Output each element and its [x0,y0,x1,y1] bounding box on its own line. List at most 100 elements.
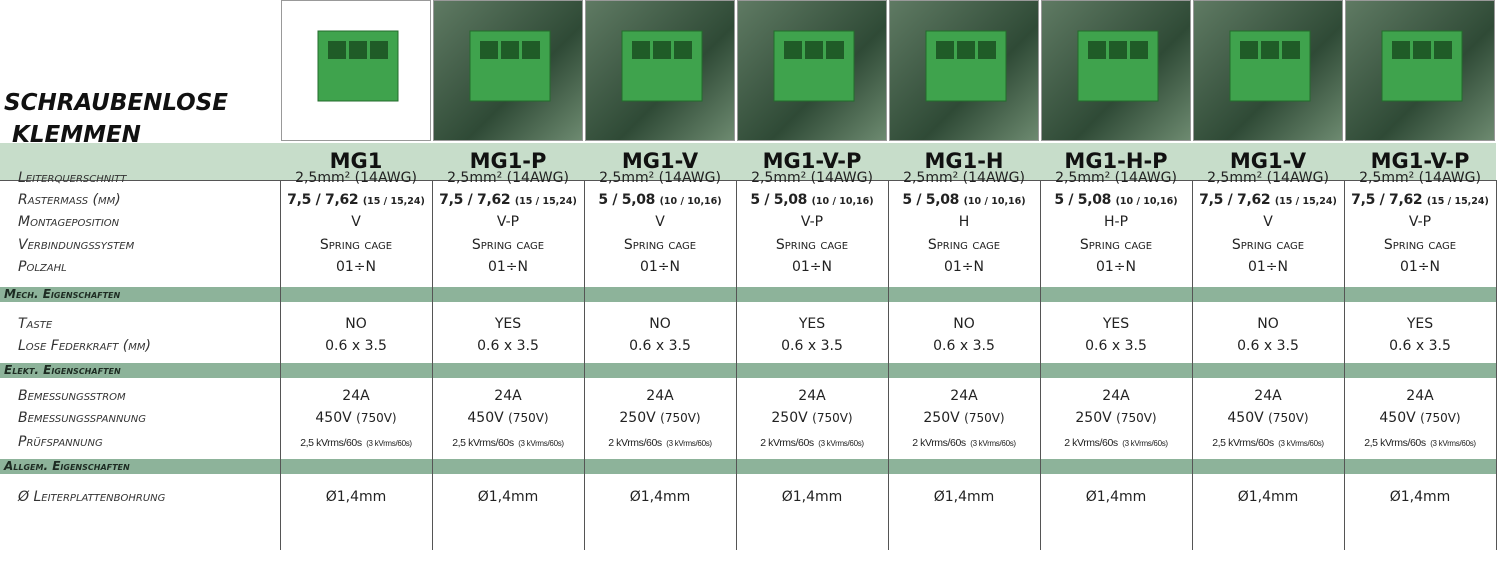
value-sub: (3 kVrms/60s) [666,439,712,448]
value-main: 2 kVrms/60s [608,437,662,449]
value-cell: 5 / 5,08 (10 / 10,16) [1040,192,1192,208]
value-main: 450V [315,410,352,426]
value-cell: Ø1,4mm [781,489,843,505]
terminal-icon [1229,30,1311,102]
row-label: Verbindungssystem [18,237,135,253]
value-cell: Spring cage [623,237,697,253]
value-cell: V [351,214,361,230]
value-sub: (10 / 10,16) [811,196,874,207]
value-cell: 0.6 x 3.5 [325,338,387,354]
terminal-icon [1381,30,1463,102]
value-sub: (15 / 15,24) [362,196,425,207]
value-sub: (3 kVrms/60s) [518,439,564,448]
title-line: SCHRAUBENLOSE [4,90,229,116]
value-main: 2 kVrms/60s [760,437,814,449]
value-cell: 250V (750V) [1040,410,1192,426]
value-cell: 7,5 / 7,62 (15 / 15,24) [432,192,584,208]
value-main: 7,5 / 7,62 [287,192,359,208]
value-sub: (15 / 15,24) [514,196,577,207]
value-cell: 2,5mm² (14AWG) [1359,170,1481,186]
value-cell: Ø1,4mm [477,489,539,505]
header-cell: MG1 [280,143,432,180]
value-cell: 2,5mm² (14AWG) [599,170,721,186]
value-main: 5 / 5,08 [598,192,656,208]
value-cell: 24A [1102,388,1130,404]
value-cell: 450V (750V) [1192,410,1344,426]
value-main: 5 / 5,08 [902,192,960,208]
value-cell: 7,5 / 7,62 (15 / 15,24) [280,192,432,208]
value-cell: 2,5mm² (14AWG) [1055,170,1177,186]
value-cell: 450V (750V) [432,410,584,426]
row-label: Polzahl [18,259,67,275]
value-cell: YES [798,316,826,332]
value-sub: (750V) [1116,411,1157,425]
value-cell: 2 kVrms/60s (3 kVrms/60s) [736,434,888,450]
value-cell: 24A [646,388,674,404]
value-sub: (3 kVrms/60s) [1278,439,1324,448]
row-label: Montageposition [18,214,120,230]
column-line [1040,180,1041,550]
value-cell: 2,5 kVrms/60s (3 kVrms/60s) [1344,434,1496,450]
value-cell: Spring cage [1383,237,1457,253]
value-cell: YES [1406,316,1434,332]
value-cell: 0.6 x 3.5 [1389,338,1451,354]
row-label: Taste [18,316,53,332]
value-cell: V [1263,214,1273,230]
row-label: Leiterquerschnitt [18,170,127,186]
value-cell: 01÷N [335,259,377,275]
value-sub: (750V) [660,411,701,425]
value-main: 450V [467,410,504,426]
value-cell: 0.6 x 3.5 [1237,338,1299,354]
value-cell: 2,5mm² (14AWG) [751,170,873,186]
value-cell: 2,5 kVrms/60s (3 kVrms/60s) [432,434,584,450]
value-main: 250V [1075,410,1112,426]
column-line [1496,180,1497,550]
value-cell: 24A [950,388,978,404]
value-cell: 24A [798,388,826,404]
column-line [584,180,585,550]
value-sub: (750V) [964,411,1005,425]
value-cell: NO [649,316,671,332]
value-cell: 2,5mm² (14AWG) [903,170,1025,186]
value-main: 5 / 5,08 [1054,192,1112,208]
terminal-icon [469,30,551,102]
value-sub: (3 kVrms/60s) [1122,439,1168,448]
value-cell: 01÷N [1247,259,1289,275]
column-line [1344,180,1345,550]
value-cell: 2 kVrms/60s (3 kVrms/60s) [584,434,736,450]
value-cell: Ø1,4mm [933,489,995,505]
value-cell: 0.6 x 3.5 [1085,338,1147,354]
value-cell: 7,5 / 7,62 (15 / 15,24) [1192,192,1344,208]
value-sub: (750V) [1420,411,1461,425]
value-cell: Ø1,4mm [325,489,387,505]
value-main: 250V [619,410,656,426]
value-cell: 2 kVrms/60s (3 kVrms/60s) [1040,434,1192,450]
header-cell: MG1-V-P [736,143,888,180]
value-cell: 0.6 x 3.5 [477,338,539,354]
value-cell: 0.6 x 3.5 [629,338,691,354]
product-image [889,0,1039,141]
header-rule [0,180,1497,181]
value-cell: H [958,214,970,230]
value-cell: H-P [1103,214,1129,230]
value-cell: Spring cage [1231,237,1305,253]
product-image [737,0,887,141]
value-cell: 2,5 kVrms/60s (3 kVrms/60s) [280,434,432,450]
value-cell: NO [345,316,367,332]
value-cell: 250V (750V) [736,410,888,426]
value-cell: 250V (750V) [888,410,1040,426]
value-main: 250V [923,410,960,426]
column-line [1192,180,1193,550]
value-cell: 2,5mm² (14AWG) [295,170,417,186]
value-sub: (3 kVrms/60s) [970,439,1016,448]
value-cell: Spring cage [319,237,393,253]
value-cell: 01÷N [791,259,833,275]
value-main: 2,5 kVrms/60s [1364,437,1426,449]
value-sub: (3 kVrms/60s) [1430,439,1476,448]
value-main: 2 kVrms/60s [912,437,966,449]
value-cell: V-P [800,214,824,230]
row-label: Ø Leiterplattenbohrung [18,489,166,505]
value-main: 450V [1379,410,1416,426]
header-cell: MG1-V [1192,143,1344,180]
